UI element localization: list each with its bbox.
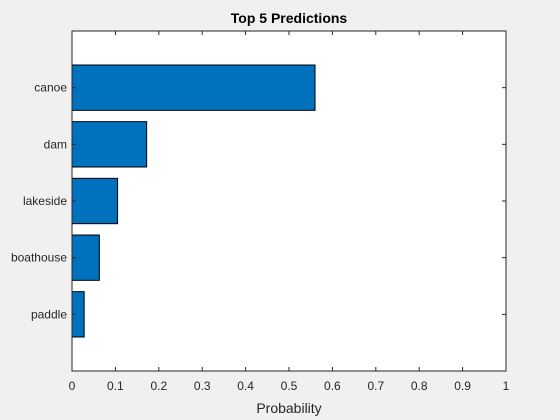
bar-dam	[71, 121, 148, 168]
bar-lakeside	[71, 177, 119, 225]
y-tick-label-dam: dam	[44, 137, 67, 151]
x-tick-label-4: 0.4	[237, 379, 254, 393]
x-tick-labels: 0 0.1 0.2 0.3 0.4 0.5 0.6 0.7 0.8 0.9 1	[69, 379, 510, 393]
bars-group	[71, 64, 316, 338]
y-tick-label-canoe: canoe	[34, 81, 67, 95]
y-tick-label-lakeside: lakeside	[23, 194, 67, 208]
chart-title: Top 5 Predictions	[231, 10, 348, 26]
x-tick-label-6: 0.6	[324, 379, 341, 393]
x-tick-label-2: 0.2	[150, 379, 167, 393]
axes-box	[71, 30, 507, 372]
x-tick-label-10: 1	[503, 379, 510, 393]
y-tick-labels: canoe dam lakeside boathouse paddle	[11, 81, 67, 322]
y-tick-label-paddle: paddle	[31, 307, 67, 321]
x-tick-label-0: 0	[69, 379, 76, 393]
x-axis-title: Probability	[256, 400, 321, 416]
x-tick-label-5: 0.5	[281, 379, 298, 393]
x-tick-label-7: 0.7	[367, 379, 384, 393]
x-tick-label-1: 0.1	[107, 379, 124, 393]
x-tick-label-9: 0.9	[454, 379, 471, 393]
bar-boathouse	[71, 234, 100, 281]
x-tick-label-3: 0.3	[194, 379, 211, 393]
x-tick-label-8: 0.8	[411, 379, 428, 393]
bar-canoe	[71, 64, 316, 111]
y-tick-label-boathouse: boathouse	[11, 251, 67, 265]
